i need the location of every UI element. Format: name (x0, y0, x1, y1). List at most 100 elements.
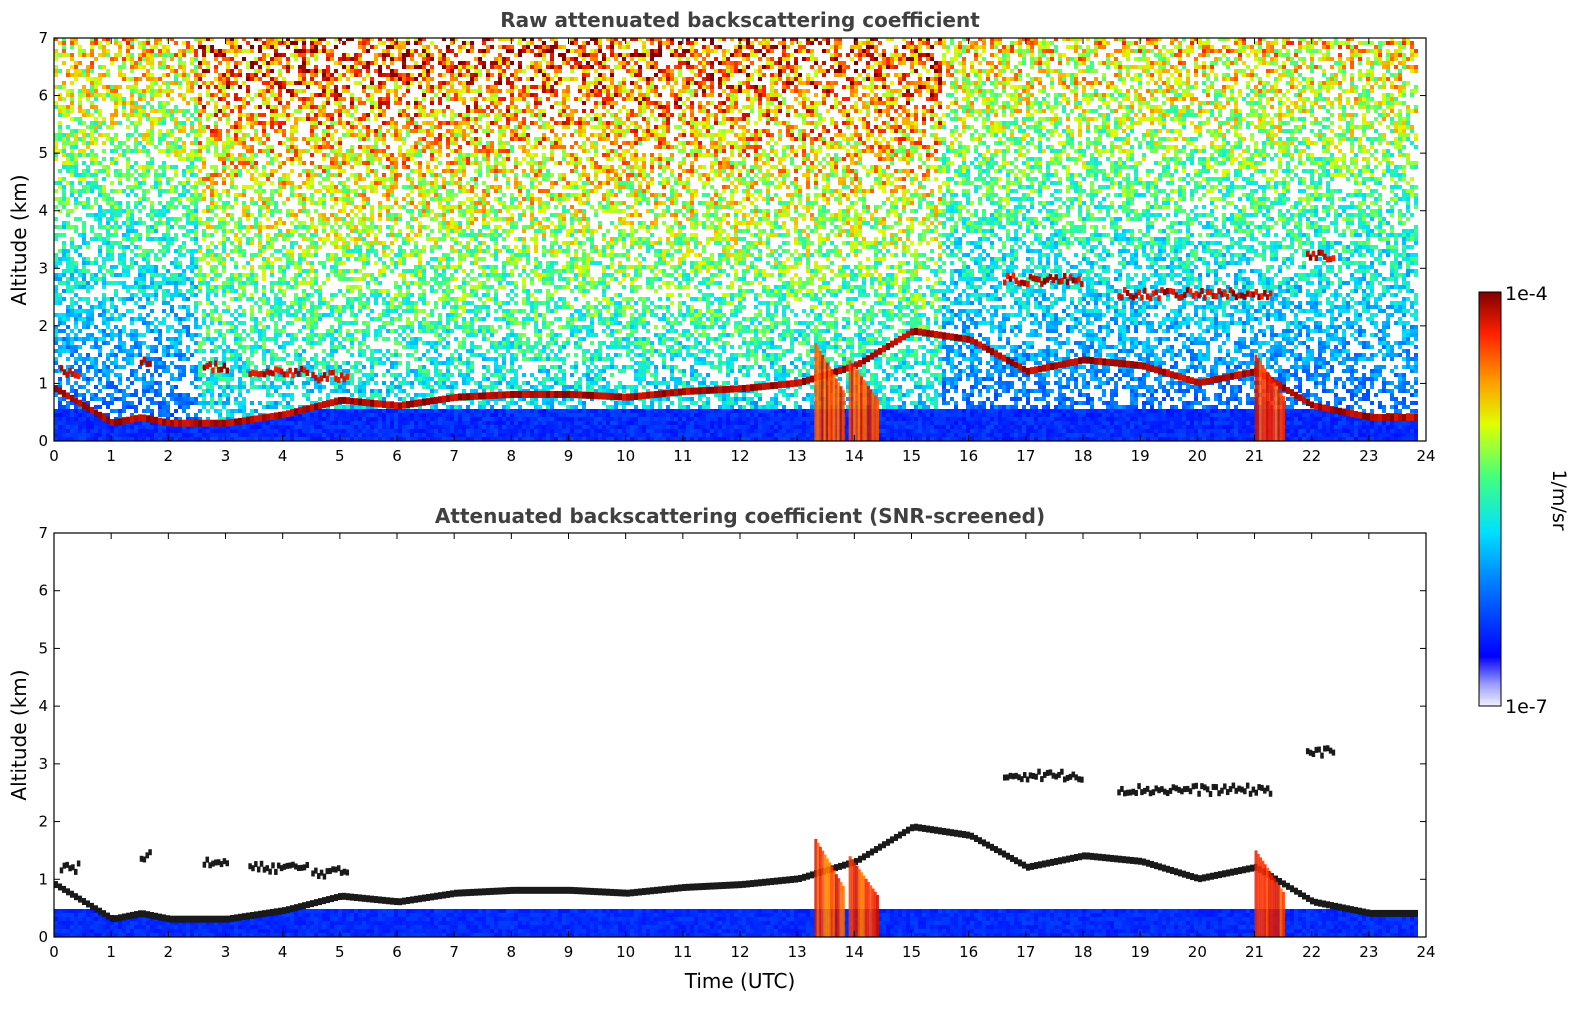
heatmap-cell (370, 273, 374, 277)
heatmap-cell (342, 197, 346, 201)
heatmap-cell (82, 285, 86, 289)
heatmap-cell (98, 417, 102, 421)
heatmap-cell (94, 437, 98, 441)
heatmap-cell (102, 285, 106, 289)
heatmap-cell (106, 53, 110, 57)
heatmap-cell (298, 105, 302, 109)
heatmap-cell (338, 425, 342, 429)
heatmap-cell (206, 89, 210, 93)
heatmap-cell (190, 401, 194, 405)
heatmap-cell (362, 365, 366, 369)
heatmap-cell (174, 69, 178, 73)
heatmap-cell (310, 133, 314, 137)
heatmap-cell (126, 377, 130, 381)
heatmap-cell (318, 149, 322, 153)
heatmap-cell (226, 173, 230, 177)
heatmap-cell (282, 437, 286, 441)
heatmap-cell (186, 313, 190, 317)
heatmap-cell (242, 413, 246, 417)
heatmap-cell (110, 89, 114, 93)
heatmap-cell (102, 337, 106, 341)
heatmap-cell (142, 421, 146, 425)
heatmap-cell (262, 341, 266, 345)
heatmap-cell (54, 437, 58, 441)
heatmap-cell (190, 425, 194, 429)
heatmap-cell (234, 409, 238, 413)
heatmap-cell (162, 161, 166, 165)
heatmap-cell (266, 225, 270, 229)
heatmap-cell (222, 393, 226, 397)
heatmap-cell (86, 165, 90, 169)
heatmap-cell (326, 117, 330, 121)
heatmap-cell (134, 109, 138, 113)
heatmap-cell (110, 313, 114, 317)
heatmap-cell (62, 297, 66, 301)
heatmap-cell (254, 217, 258, 221)
heatmap-cell (342, 181, 346, 185)
heatmap-cell (114, 265, 118, 269)
heatmap-cell (338, 333, 342, 337)
heatmap-cell (310, 109, 314, 113)
heatmap-cell (314, 117, 318, 121)
heatmap-cell (134, 425, 138, 429)
heatmap-cell (330, 341, 334, 345)
heatmap-cell (250, 157, 254, 161)
heatmap-cell (378, 101, 382, 105)
heatmap-cell (246, 73, 250, 77)
heatmap-cell (154, 93, 158, 97)
heatmap-cell (354, 189, 358, 193)
heatmap-cell (66, 109, 70, 113)
heatmap-cell (194, 425, 198, 429)
heatmap-cell (78, 101, 82, 105)
heatmap-cell (334, 173, 338, 177)
heatmap-cell (254, 165, 258, 169)
heatmap-cell (158, 41, 162, 45)
heatmap-cell (86, 437, 90, 441)
heatmap-cell (190, 285, 194, 289)
heatmap-cell (318, 189, 322, 193)
heatmap-cell (262, 269, 266, 273)
heatmap-cell (314, 357, 318, 361)
heatmap-cell (362, 329, 366, 333)
heatmap-cell (198, 273, 202, 277)
heatmap-cell (386, 409, 390, 413)
heatmap-cell (302, 101, 306, 105)
heatmap-cell (322, 165, 326, 169)
heatmap-cell (94, 217, 98, 221)
heatmap-cell (362, 433, 366, 437)
heatmap-cell (266, 301, 270, 305)
heatmap-cell (298, 117, 302, 121)
heatmap-cell (290, 97, 294, 101)
heatmap-cell (326, 49, 330, 53)
heatmap-cell (310, 105, 314, 109)
heatmap-cell (382, 133, 386, 137)
aerosol-layer-cell (166, 419, 170, 427)
heatmap-cell (310, 129, 314, 133)
heatmap-cell (286, 253, 290, 257)
heatmap-cell (122, 281, 126, 285)
heatmap-cell (198, 409, 202, 413)
heatmap-cell (294, 429, 298, 433)
heatmap-cell (230, 137, 234, 141)
heatmap-cell (130, 329, 134, 333)
heatmap-cell (70, 245, 74, 249)
heatmap-cell (366, 305, 370, 309)
heatmap-cell (166, 401, 170, 405)
heatmap-cell (270, 38, 274, 41)
heatmap-cell (258, 425, 262, 429)
heatmap-cell (130, 437, 134, 441)
heatmap-cell (322, 137, 326, 141)
heatmap-cell (82, 237, 86, 241)
heatmap-cell (266, 133, 270, 137)
heatmap-cell (178, 429, 182, 433)
heatmap-cell (338, 61, 342, 65)
heatmap-cell (150, 373, 154, 377)
heatmap-cell (342, 153, 346, 157)
heatmap-cell (274, 113, 278, 117)
heatmap-cell (214, 365, 218, 369)
heatmap-cell (150, 141, 154, 145)
heatmap-cell (310, 197, 314, 201)
heatmap-cell (382, 49, 386, 53)
heatmap-cell (102, 225, 106, 229)
heatmap-cell (278, 233, 282, 237)
